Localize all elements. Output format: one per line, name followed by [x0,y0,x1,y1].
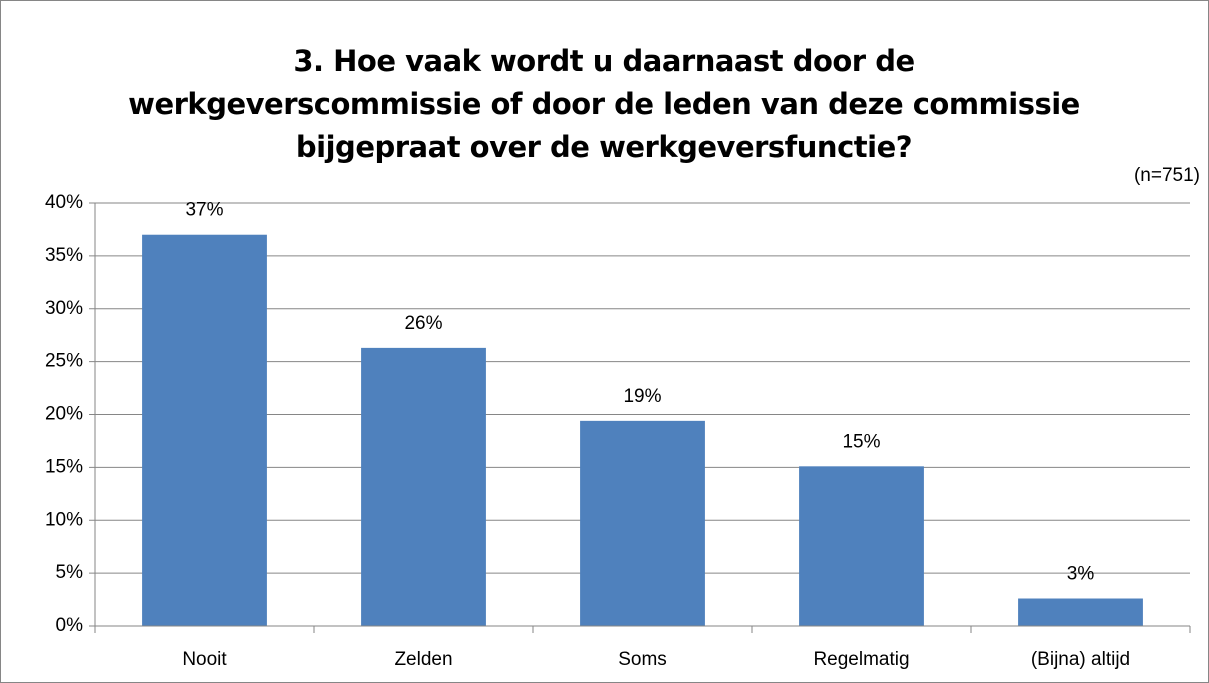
chart-subtitle: (n=751) [1134,165,1200,186]
x-tick-label: (Bijna) altijd [1031,649,1130,670]
bar [799,466,924,626]
x-tick-label: Nooit [182,649,227,670]
x-tick-label: Soms [618,649,667,670]
x-tick-label: Zelden [394,649,452,670]
data-label: 15% [842,431,880,452]
bar [1018,598,1143,626]
data-label: 3% [1067,564,1095,585]
bar [361,347,486,626]
y-tick-label: 0% [56,615,84,636]
data-label: 26% [404,313,442,334]
y-tick-label: 35% [45,245,83,266]
y-tick-label: 15% [45,456,83,477]
data-label: 19% [623,386,661,407]
data-label: 37% [185,200,223,221]
y-tick-label: 10% [45,509,83,530]
bar [142,234,267,626]
chart-title: 3. Hoe vaak wordt u daarnaast door de we… [128,44,1080,164]
y-tick-label: 5% [56,562,84,583]
y-tick-label: 25% [45,351,83,372]
bar [580,420,705,626]
y-tick-label: 20% [45,404,83,425]
y-tick-label: 30% [45,298,83,319]
x-tick-label: Regelmatig [813,649,909,670]
y-tick-label: 40% [45,192,83,213]
